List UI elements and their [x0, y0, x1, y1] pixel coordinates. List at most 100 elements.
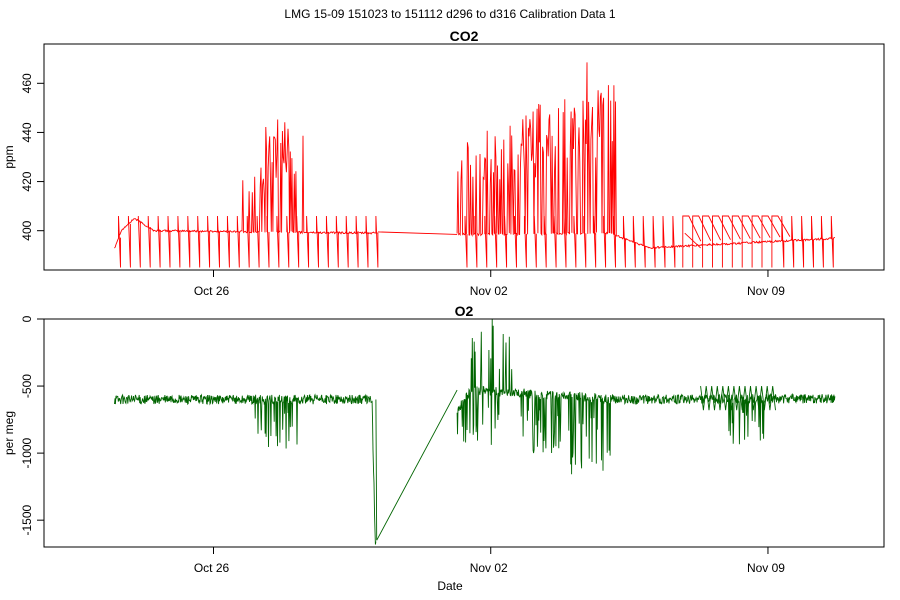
- co2-series-line: [622, 215, 626, 268]
- y-tick-label: 400: [20, 220, 34, 240]
- co2-series-line: [781, 215, 785, 268]
- co2-series-line: [504, 215, 508, 268]
- y-tick-label: 0: [20, 315, 34, 322]
- o2-series-line: [456, 319, 836, 475]
- co2-series-line: [484, 215, 488, 268]
- co2-series-line: [741, 215, 761, 268]
- y-tick-label: -1500: [20, 505, 34, 536]
- co2-series-line: [523, 215, 527, 268]
- co2-series-line: [236, 215, 240, 268]
- y-tick-label: -500: [20, 374, 34, 398]
- y-tick-label: 460: [20, 73, 34, 93]
- co2-series-line: [652, 215, 656, 268]
- o2-y-axis: 0 -500 -1000 -1500: [20, 315, 45, 536]
- co2-series-line: [563, 215, 567, 268]
- co2-title: CO2: [450, 28, 479, 44]
- co2-series-line: [296, 215, 300, 268]
- co2-series-line: [197, 215, 201, 268]
- y-tick-label: 420: [20, 171, 34, 191]
- co2-series-line: [114, 119, 378, 249]
- co2-series-line: [761, 215, 781, 268]
- co2-series-line: [672, 215, 676, 268]
- co2-series-line: [731, 215, 751, 268]
- co2-series-line: [712, 215, 731, 268]
- co2-series-line: [118, 215, 121, 268]
- co2-ylabel: ppm: [2, 145, 16, 168]
- co2-series-line: [157, 215, 161, 268]
- o2-series: [114, 319, 836, 545]
- o2-series-line: [700, 386, 776, 411]
- co2-series-line: [217, 215, 220, 268]
- o2-ylabel: per meg: [2, 411, 16, 455]
- co2-panel: CO2 Oct 26 Nov 02 Nov 09 400 420 440 460 ppm: [2, 28, 885, 298]
- co2-series-line: [682, 215, 702, 268]
- co2-series-line: [603, 215, 607, 268]
- co2-series-line: [830, 215, 834, 268]
- co2-series-line: [256, 215, 260, 268]
- co2-series-line: [355, 215, 359, 268]
- co2-series-line: [533, 215, 537, 268]
- co2-x-axis: Oct 26 Nov 02 Nov 09: [194, 269, 785, 298]
- co2-series-line: [543, 215, 547, 268]
- co2-series-line: [771, 215, 791, 268]
- co2-series-line: [345, 215, 349, 268]
- x-tick-label: Nov 02: [470, 561, 508, 575]
- co2-series-line: [474, 215, 478, 268]
- co2-series-line: [306, 215, 310, 268]
- co2-series-line: [632, 215, 636, 268]
- co2-series-line: [820, 215, 824, 268]
- co2-series-line: [127, 215, 131, 268]
- o2-series-line: [114, 393, 377, 545]
- co2-series-line: [583, 215, 587, 268]
- co2-series-line: [593, 215, 597, 268]
- o2-series-line: [375, 389, 458, 541]
- co2-series-line: [137, 215, 141, 268]
- co2-series-line: [721, 215, 741, 268]
- x-tick-label: Nov 02: [470, 284, 508, 298]
- co2-series-line: [801, 215, 805, 268]
- o2-xlabel: Date: [437, 579, 463, 593]
- x-tick-label: Nov 09: [747, 561, 785, 575]
- x-tick-label: Oct 26: [194, 284, 230, 298]
- co2-series-line: [187, 215, 191, 268]
- co2-series-line: [177, 215, 181, 268]
- co2-series-line: [464, 215, 468, 268]
- x-tick-label: Nov 09: [747, 284, 785, 298]
- co2-series-line: [662, 215, 666, 268]
- co2-series-line: [811, 215, 814, 268]
- co2-series-line: [167, 215, 171, 268]
- co2-series-line: [791, 215, 795, 268]
- co2-series-line: [226, 215, 230, 268]
- co2-series-line: [613, 215, 616, 268]
- figure-title: LMG 15-09 151023 to 151112 d296 to d316 …: [284, 7, 615, 21]
- x-tick-label: Oct 26: [194, 561, 230, 575]
- co2-series-line: [325, 215, 329, 268]
- y-tick-label: 440: [20, 122, 34, 142]
- co2-series-line: [207, 215, 211, 268]
- co2-series-line: [553, 215, 557, 268]
- co2-series-line: [377, 231, 458, 235]
- co2-series-line: [692, 215, 712, 268]
- co2-series-line: [702, 215, 722, 268]
- co2-series-line: [316, 215, 319, 268]
- co2-series-line: [375, 215, 379, 268]
- co2-series-line: [494, 215, 498, 268]
- co2-series-line: [335, 215, 339, 268]
- y-tick-label: -1000: [20, 437, 34, 468]
- co2-series-line: [365, 215, 369, 268]
- co2-series-line: [276, 215, 280, 268]
- co2-series-line: [514, 215, 517, 268]
- o2-x-axis: Oct 26 Nov 02 Nov 09: [194, 546, 785, 575]
- co2-series: [114, 62, 835, 268]
- co2-series-line: [642, 215, 646, 268]
- co2-series-line: [456, 62, 835, 250]
- co2-series-line: [246, 215, 250, 268]
- co2-series-line: [573, 215, 577, 268]
- co2-series-line: [266, 215, 270, 268]
- co2-y-axis: 400 420 440 460: [20, 73, 45, 241]
- co2-series-line: [286, 215, 290, 268]
- co2-series-line: [751, 215, 771, 268]
- o2-title: O2: [455, 303, 474, 319]
- co2-series-line: [147, 215, 151, 268]
